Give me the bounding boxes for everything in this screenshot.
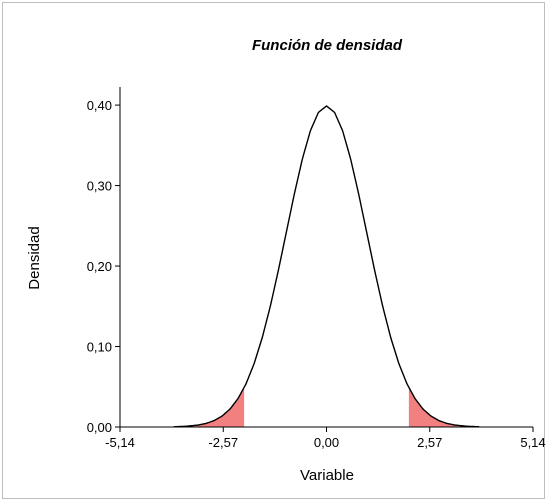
density-curve-group bbox=[173, 105, 480, 428]
x-tick-label: 0,00 bbox=[314, 435, 339, 450]
x-tick-label: 2,57 bbox=[417, 435, 442, 450]
right-tail-region bbox=[408, 387, 480, 427]
shaded-regions bbox=[173, 387, 480, 427]
x-tick-label: -5,14 bbox=[105, 435, 135, 450]
y-tick-label: 0,10 bbox=[87, 340, 112, 355]
chart-title: Función de densidad bbox=[252, 37, 403, 54]
chart-frame bbox=[2, 2, 545, 499]
left-tail-region bbox=[173, 387, 245, 427]
y-tick-label: 0,40 bbox=[87, 98, 112, 113]
x-tick-label: 5,14 bbox=[520, 435, 545, 450]
axes bbox=[115, 87, 534, 432]
y-axis-title: Densidad bbox=[26, 226, 43, 289]
x-axis-title: Variable bbox=[300, 467, 354, 484]
y-tick-label: 0,20 bbox=[87, 259, 112, 274]
y-tick-label: 0,00 bbox=[87, 420, 112, 435]
density-curve bbox=[173, 105, 480, 428]
labels: Función de densidad Variable Densidad -5… bbox=[26, 37, 546, 484]
x-tick-label: -2,57 bbox=[208, 435, 238, 450]
y-tick-label: 0,30 bbox=[87, 179, 112, 194]
